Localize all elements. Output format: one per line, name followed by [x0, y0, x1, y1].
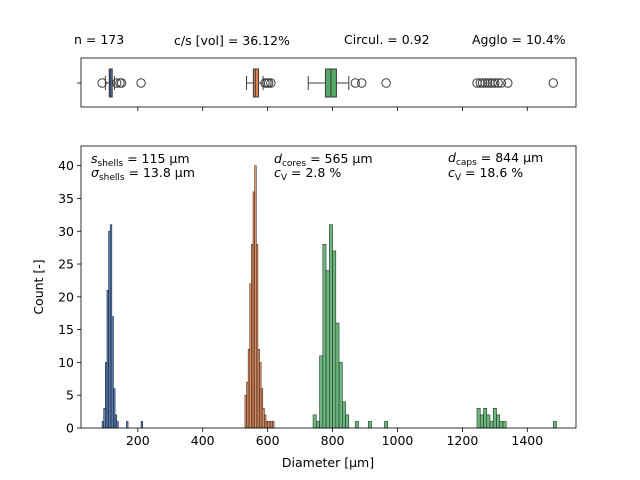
- caps-outlier-5: [477, 78, 488, 88]
- caps-outlier-4: [475, 78, 485, 88]
- histogram-frame: [80, 145, 577, 429]
- caps-bar-2: [319, 355, 324, 429]
- caps-bar-11: [354, 421, 359, 429]
- shells-outlier-1: [112, 78, 122, 88]
- caps-bar-21: [499, 421, 504, 429]
- caps-bar-12: [367, 421, 372, 429]
- caps-bar-4: [325, 270, 330, 429]
- caps-bar-7: [335, 322, 340, 429]
- boxplot-frame: [80, 57, 577, 108]
- shells-bar-9: [116, 421, 119, 429]
- y-tick-label-30: 30: [58, 224, 74, 239]
- shells-mean-annotation: sshells = 115 µm: [91, 151, 190, 169]
- sample-count-label: n = 173: [74, 32, 124, 47]
- cores-mean-annotation: dcores = 565 µm: [274, 151, 373, 169]
- caps-outlier-12: [496, 78, 507, 88]
- caps-bar-19: [492, 408, 497, 429]
- caps-bar-3: [322, 244, 327, 429]
- caps-bar-23: [552, 421, 557, 429]
- caps-outlier-11: [493, 78, 503, 88]
- caps-outlier-6: [480, 78, 490, 88]
- x-tick-label-1400: 1400: [511, 433, 543, 448]
- caps-outlier-14: [548, 78, 558, 88]
- x-tick-label-200: 200: [126, 433, 150, 448]
- core-shell-ratio-label: c/s [vol] = 36.12%: [174, 33, 290, 48]
- caps-bar-13: [384, 421, 389, 429]
- caps-mean-annotation: dcaps = 844 µm: [448, 150, 543, 168]
- cores-outlier-3: [266, 78, 276, 88]
- caps-bar-18: [489, 421, 494, 429]
- boxplot-panel: [80, 57, 577, 108]
- shells-box: [108, 68, 113, 98]
- caps-bar-16: [483, 408, 488, 429]
- shells-std-annotation: σshells = 13.8 µm: [91, 165, 195, 183]
- y-tick-label-20: 20: [58, 289, 74, 304]
- caps-bar-22: [502, 421, 507, 429]
- x-tick-label-800: 800: [321, 433, 345, 448]
- shells-bar-11: [140, 421, 143, 429]
- x-tick-label-1000: 1000: [382, 433, 414, 448]
- caps-bar-1: [316, 421, 320, 429]
- x-tick-label-1200: 1200: [446, 433, 478, 448]
- shells-outlier-3: [116, 78, 127, 88]
- caps-bar-0: [312, 414, 317, 429]
- caps-outlier-0: [350, 78, 360, 88]
- caps-outlier-10: [490, 78, 500, 88]
- histogram-panel: 200 400 600 800 1000 1200 1400 0 5 10 15 20 25 30 35 40…: [31, 82, 577, 470]
- caps-bar-15: [479, 414, 484, 429]
- caps-bar-9: [341, 401, 346, 429]
- x-tick-label-600: 600: [256, 433, 280, 448]
- shells-outlier-4: [136, 78, 146, 88]
- caps-outlier-9: [487, 78, 497, 88]
- y-tick-label-35: 35: [58, 191, 74, 206]
- x-tick-label-400: 400: [191, 433, 215, 448]
- caps-bar-6: [332, 250, 337, 429]
- y-tick-label-10: 10: [58, 355, 74, 370]
- shells-bar-10: [126, 421, 129, 429]
- y-tick-label-25: 25: [58, 257, 74, 272]
- x-axis-label: Diameter [µm]: [282, 455, 374, 470]
- caps-bar-10: [345, 414, 350, 429]
- caps-bar-17: [486, 414, 491, 429]
- cores-outlier-2: [263, 78, 274, 88]
- agglomeration-label: Agglo = 10.4%: [472, 32, 566, 47]
- caps-bar-14: [476, 408, 481, 429]
- caps-outlier-2: [381, 78, 391, 88]
- y-tick-label-0: 0: [66, 421, 74, 436]
- caps-cv-annotation: cV = 18.6 %: [448, 165, 523, 183]
- y-tick-label-15: 15: [58, 322, 74, 337]
- y-tick-label-40: 40: [58, 158, 74, 173]
- y-axis-label: Count [-]: [31, 259, 46, 314]
- y-tick-label-5: 5: [66, 388, 74, 403]
- shells-outlier-0: [97, 78, 107, 88]
- caps-bar-8: [338, 362, 343, 429]
- cores-bar-17: [272, 421, 275, 429]
- cores-box: [252, 68, 260, 98]
- caps-outlier-7: [483, 78, 493, 88]
- caps-outlier-1: [357, 78, 367, 88]
- caps-outlier-13: [503, 78, 513, 88]
- caps-bar-5: [329, 224, 333, 429]
- cores-cv-annotation: cV = 2.8 %: [274, 165, 341, 183]
- circularity-label: Circul. = 0.92: [344, 32, 430, 47]
- caps-bar-20: [496, 414, 501, 429]
